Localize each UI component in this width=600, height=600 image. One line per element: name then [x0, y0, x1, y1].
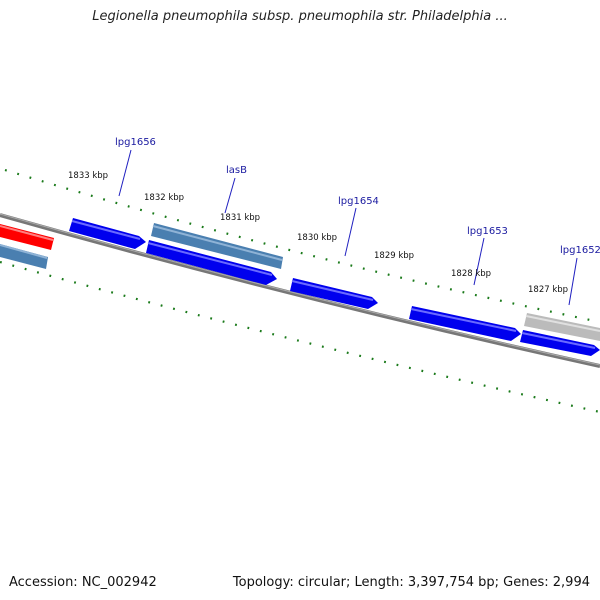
kbp-label: 1832 kbp [144, 193, 184, 203]
map-title: Legionella pneumophila subsp. pneumophil… [92, 9, 508, 24]
gene-steelblue-left[interactable] [0, 244, 48, 269]
leader-lpg1656 [118, 149, 132, 197]
kbp-label: 1831 kbp [220, 213, 260, 223]
gene-blue-1[interactable] [69, 218, 146, 249]
gene-lpg1653[interactable] [409, 306, 521, 341]
kbp-label: 1833 kbp [68, 171, 108, 181]
gene-lpg1652[interactable] [520, 330, 600, 356]
backbone [0, 213, 600, 368]
gene-lpg1654[interactable] [290, 278, 378, 309]
accession-text: Accession: NC_002942 [9, 575, 157, 590]
gene-red[interactable] [0, 224, 54, 250]
gene-label-lpg1656[interactable]: lpg1656 [115, 137, 156, 148]
gene-label-lpg1653[interactable]: lpg1653 [467, 226, 508, 237]
gene-label-lpg1654[interactable]: lpg1654 [338, 196, 379, 207]
kbp-label: 1830 kbp [297, 233, 337, 243]
gene-label-lasB[interactable]: lasB [226, 165, 247, 176]
outer-tick-ring [4, 168, 600, 324]
kbp-label: 1828 kbp [451, 269, 491, 279]
kbp-label: 1827 kbp [528, 285, 568, 295]
genome-summary-text: Topology: circular; Length: 3,397,754 bp… [232, 575, 590, 590]
leader-lpg1652 [568, 257, 578, 306]
leader-lasB [224, 177, 236, 214]
leader-lpg1653 [473, 237, 485, 286]
kbp-label: 1829 kbp [374, 251, 414, 261]
gene-blue-2[interactable] [146, 240, 277, 285]
leader-lpg1654 [344, 207, 357, 257]
gene-gray[interactable] [524, 313, 600, 341]
gene-lasB[interactable] [151, 223, 283, 269]
gene-label-lpg1652[interactable]: lpg1652 [560, 245, 600, 256]
